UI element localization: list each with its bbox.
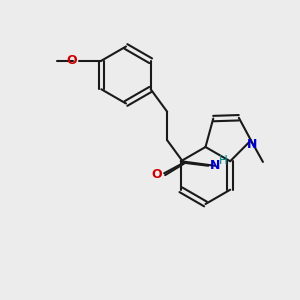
Text: N: N bbox=[210, 159, 220, 172]
Text: N: N bbox=[247, 138, 258, 151]
Text: H: H bbox=[219, 154, 228, 167]
Text: O: O bbox=[151, 168, 162, 181]
Text: O: O bbox=[67, 54, 77, 67]
